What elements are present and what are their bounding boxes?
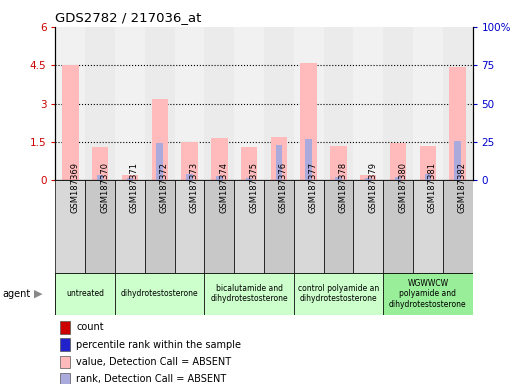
Text: GSM187375: GSM187375 bbox=[249, 162, 258, 214]
Text: untreated: untreated bbox=[66, 289, 104, 298]
Bar bbox=[305, 139, 312, 180]
Bar bbox=[413, 27, 443, 180]
Text: percentile rank within the sample: percentile rank within the sample bbox=[76, 339, 241, 349]
Text: GSM187381: GSM187381 bbox=[428, 162, 437, 214]
Bar bbox=[152, 99, 168, 180]
Bar bbox=[271, 137, 287, 180]
Bar bbox=[181, 142, 197, 180]
Bar bbox=[60, 356, 70, 368]
Bar bbox=[324, 180, 353, 273]
Bar bbox=[115, 273, 204, 315]
Text: GSM187377: GSM187377 bbox=[309, 162, 318, 214]
Text: ▶: ▶ bbox=[34, 289, 43, 299]
Bar bbox=[204, 273, 294, 315]
Bar bbox=[234, 27, 264, 180]
Bar bbox=[300, 63, 317, 180]
Text: value, Detection Call = ABSENT: value, Detection Call = ABSENT bbox=[76, 357, 231, 367]
Bar bbox=[241, 147, 257, 180]
Bar bbox=[413, 180, 443, 273]
Bar bbox=[122, 175, 138, 180]
Text: GSM187369: GSM187369 bbox=[70, 162, 79, 214]
Bar bbox=[276, 145, 282, 180]
Bar bbox=[145, 27, 175, 180]
Bar bbox=[115, 27, 145, 180]
Bar bbox=[443, 180, 473, 273]
Bar bbox=[331, 146, 347, 180]
Bar bbox=[127, 178, 133, 180]
Bar bbox=[294, 27, 324, 180]
Bar bbox=[85, 180, 115, 273]
Bar bbox=[246, 178, 252, 180]
Text: count: count bbox=[76, 322, 104, 332]
Text: GSM187382: GSM187382 bbox=[458, 162, 467, 214]
Bar bbox=[449, 66, 466, 180]
Bar bbox=[204, 180, 234, 273]
Bar bbox=[383, 180, 413, 273]
Text: control polyamide an
dihydrotestosterone: control polyamide an dihydrotestosterone bbox=[298, 284, 379, 303]
Bar bbox=[420, 146, 436, 180]
Bar bbox=[60, 338, 70, 351]
Text: GSM187374: GSM187374 bbox=[219, 162, 228, 214]
Bar bbox=[365, 178, 372, 180]
Bar bbox=[55, 180, 85, 273]
Bar bbox=[360, 175, 376, 180]
Bar bbox=[353, 27, 383, 180]
Bar bbox=[175, 180, 204, 273]
Text: GSM187379: GSM187379 bbox=[369, 162, 378, 214]
Bar bbox=[97, 175, 103, 180]
Bar bbox=[55, 27, 85, 180]
Bar bbox=[175, 27, 204, 180]
Bar bbox=[60, 321, 70, 334]
Text: GDS2782 / 217036_at: GDS2782 / 217036_at bbox=[55, 12, 202, 25]
Bar bbox=[211, 138, 228, 180]
Bar bbox=[156, 143, 163, 180]
Bar bbox=[62, 65, 79, 180]
Text: bicalutamide and
dihydrotestosterone: bicalutamide and dihydrotestosterone bbox=[210, 284, 288, 303]
Bar bbox=[216, 176, 223, 180]
Bar bbox=[55, 273, 115, 315]
Bar bbox=[390, 143, 406, 180]
Bar bbox=[425, 174, 431, 180]
Bar bbox=[443, 27, 473, 180]
Bar bbox=[115, 180, 145, 273]
Text: GSM187372: GSM187372 bbox=[159, 162, 169, 214]
Bar bbox=[264, 180, 294, 273]
Bar bbox=[324, 27, 353, 180]
Bar bbox=[294, 273, 383, 315]
Bar bbox=[294, 180, 324, 273]
Text: agent: agent bbox=[3, 289, 31, 299]
Text: GSM187371: GSM187371 bbox=[130, 162, 139, 214]
Bar bbox=[383, 273, 473, 315]
Bar bbox=[353, 180, 383, 273]
Bar bbox=[395, 177, 401, 180]
Text: GSM187378: GSM187378 bbox=[338, 162, 347, 214]
Bar bbox=[234, 180, 264, 273]
Bar bbox=[454, 141, 461, 180]
Text: rank, Detection Call = ABSENT: rank, Detection Call = ABSENT bbox=[76, 374, 227, 384]
Bar bbox=[186, 174, 193, 180]
Bar bbox=[85, 27, 115, 180]
Text: GSM187370: GSM187370 bbox=[100, 162, 109, 214]
Bar bbox=[204, 27, 234, 180]
Bar bbox=[335, 177, 342, 180]
Bar bbox=[92, 147, 108, 180]
Text: GSM187373: GSM187373 bbox=[190, 162, 199, 214]
Bar bbox=[145, 180, 175, 273]
Bar bbox=[60, 373, 70, 384]
Text: GSM187376: GSM187376 bbox=[279, 162, 288, 214]
Text: dihydrotestosterone: dihydrotestosterone bbox=[121, 289, 199, 298]
Bar bbox=[264, 27, 294, 180]
Bar bbox=[383, 27, 413, 180]
Text: GSM187380: GSM187380 bbox=[398, 162, 407, 214]
Text: WGWWCW
polyamide and
dihydrotestosterone: WGWWCW polyamide and dihydrotestosterone bbox=[389, 279, 467, 309]
